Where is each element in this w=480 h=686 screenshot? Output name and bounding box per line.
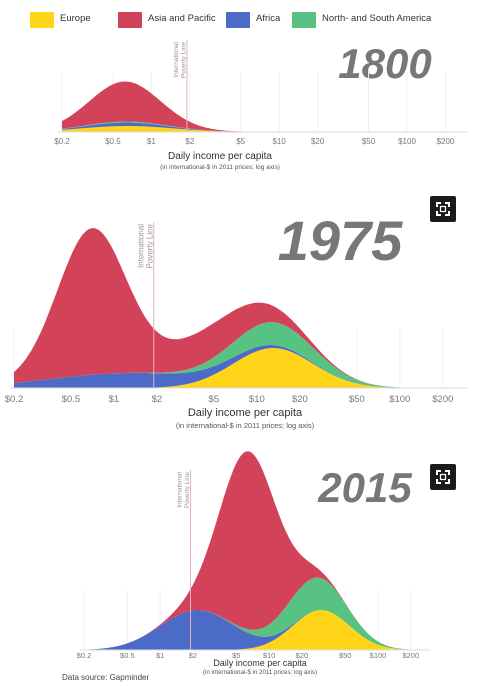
chart-year-title: 1975 [278,209,403,272]
x-tick-label: $20 [296,651,309,660]
x-tick-label: $0.2 [77,651,92,660]
poverty-line-label: International Poverty Line [137,223,155,268]
area-north-and-south-america [84,577,430,650]
legend-label: Africa [256,13,281,24]
chart-panel-1800: 1800 International Poverty Line $0.2 $0.5 $1 $… [0,36,480,180]
x-tick-label: $100 [389,394,410,405]
area-europe [62,126,468,132]
x-tick-label: $2 [152,394,163,405]
chart-year-title: 2015 [317,464,412,511]
income-distribution-chart-1800: 1800 International Poverty Line $0.2 $0.5 $1 $… [54,40,468,171]
x-tick-label: $5 [209,394,220,405]
x-tick-label: $5 [232,651,240,660]
x-tick-label: $5 [236,137,245,146]
x-tick-label: $10 [249,394,265,405]
poverty-line-label-text: Poverty Line [146,223,155,268]
poverty-line-label-text: International [173,41,180,77]
poverty-line-label: International Poverty Line [173,41,188,78]
legend-swatch [30,12,54,28]
expand-button[interactable] [430,196,456,222]
x-tick-label: $0.5 [62,394,81,405]
poverty-line-label-text: Poverty Line [181,42,188,79]
expand-icon [436,202,450,216]
legend-swatch [292,12,316,28]
chart-panel-1975: 1975 International Poverty Line $0.2 $0.5 $1 $… [0,190,480,442]
x-tick-label: $0.5 [120,651,135,660]
x-tick-label: $1 [147,137,156,146]
x-tick-label: $200 [437,137,455,146]
area-asia-and-pacific [14,228,468,388]
x-axis-title: Daily income per capita [188,407,303,419]
x-tick-label: $50 [339,651,352,660]
income-distribution-chart-1975: 1975 International Poverty Line $0.2 $0.5 $1 $… [5,209,468,430]
legend-label: Europe [60,13,91,24]
area-asia-and-pacific [84,451,430,650]
legend: Europe Asia and Pacific Africa North- an… [0,0,480,36]
x-tick-label: $0.5 [105,137,121,146]
x-tick-label: $2 [185,137,194,146]
x-tick-label: $1 [156,651,164,660]
area-africa [14,345,468,388]
x-axis-subtitle: (in international-$ in 2011 prices; log … [203,669,317,676]
x-axis-title: Daily income per capita [213,658,307,668]
x-axis-subtitle: (in international-$ in 2011 prices; log … [160,164,280,171]
area-europe [14,348,468,388]
legend-label: Asia and Pacific [148,13,216,24]
expand-button[interactable] [430,464,456,490]
area-europe [84,610,430,650]
poverty-line-label-text: International [177,471,184,507]
x-axis-title: Daily income per capita [168,151,272,162]
x-tick-label: $0.2 [5,394,24,405]
x-tick-label: $10 [263,651,276,660]
x-tick-label: $10 [272,137,286,146]
x-tick-label: $20 [311,137,325,146]
x-tick-label: $1 [109,394,120,405]
chart-panel-2015: 2015 International Poverty Line $0.2 $0.5 $1 $… [0,450,480,676]
x-tick-label: $50 [349,394,365,405]
x-tick-label: $20 [292,394,308,405]
chart-year-title: 1800 [338,40,431,87]
x-axis-subtitle: (in international-$ in 2011 prices; log … [176,421,315,430]
x-tick-label: $100 [398,137,416,146]
expand-icon [436,470,450,484]
x-tick-label: $50 [362,137,376,146]
income-distribution-chart-2015: 2015 International Poverty Line $0.2 $0.5 $1 $… [77,451,430,676]
area-africa [84,609,430,650]
x-tick-label: $0.2 [54,137,70,146]
poverty-line-label-text: International [137,224,146,268]
x-tick-label: $200 [432,394,453,405]
legend-label: North- and South America [322,13,432,24]
data-source-note: Data source: Gapminder [62,673,150,682]
x-tick-label: $100 [370,651,387,660]
poverty-line-label-text: Poverty Line [184,472,191,509]
x-tick-label: $200 [402,651,419,660]
area-asia-and-pacific [62,81,468,132]
poverty-line-label: International Poverty Line [177,471,192,508]
legend-swatch [226,12,250,28]
legend-swatch [118,12,142,28]
x-tick-label: $2 [189,651,197,660]
